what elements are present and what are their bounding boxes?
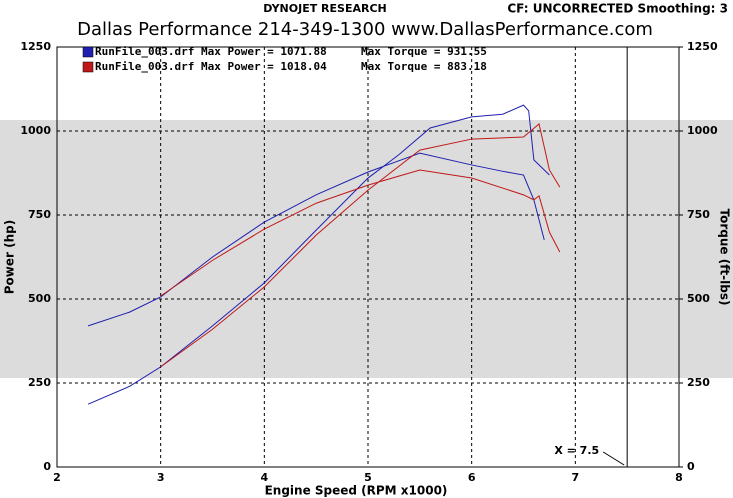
x-tick-label: 2 [53, 471, 61, 484]
y2-tick-label: 1250 [687, 40, 718, 53]
cursor-label: X = 7.5 [554, 444, 599, 457]
data-line [160, 123, 561, 368]
data-line [87, 152, 545, 327]
cursor-pointer [602, 451, 625, 466]
y2-tick-label: 1000 [687, 124, 718, 137]
x-tick-label: 4 [261, 471, 269, 484]
y2-tick-label: 750 [687, 208, 710, 221]
y-tick-label: 1000 [20, 124, 51, 137]
settings-label: CF: UNCORRECTED Smoothing: 3 [507, 2, 728, 16]
y-axis-title: Power (hp) [3, 220, 17, 294]
y2-tick-label: 500 [687, 292, 710, 305]
header: DYNOJET RESEARCH [263, 2, 386, 15]
x-tick-label: 7 [572, 471, 580, 484]
legend-swatch [82, 46, 94, 58]
watermark-band [0, 120, 733, 378]
plot-frame [56, 46, 680, 468]
y-tick-label: 500 [28, 292, 51, 305]
y-tick-label: 750 [28, 208, 51, 221]
y2-axis-title: Torque (ft-lbs) [718, 209, 732, 306]
chart-title: Dallas Performance 214-349-1300 www.Dall… [77, 19, 653, 40]
data-line [160, 169, 561, 297]
x-axis-title: Engine Speed (RPM x1000) [265, 484, 448, 498]
legend-label: RunFile_003.drf Max Power = 1018.04 [95, 60, 327, 73]
legend-label: RunFile_003.drf Max Power = 1071.88 [95, 45, 327, 58]
y-tick-label: 1250 [20, 40, 51, 53]
y-tick-label: 0 [43, 460, 51, 473]
x-tick-label: 8 [675, 471, 683, 484]
x-tick-label: 6 [468, 471, 476, 484]
y-tick-label: 250 [28, 376, 51, 389]
legend-torque: Max Torque = 883.18 [361, 60, 487, 73]
x-tick-label: 3 [157, 471, 165, 484]
y2-tick-label: 0 [687, 460, 695, 473]
y2-tick-label: 250 [687, 376, 710, 389]
data-line [87, 104, 550, 405]
x-tick-label: 5 [364, 471, 372, 484]
legend-torque: Max Torque = 931.55 [361, 45, 487, 58]
legend-swatch [82, 61, 94, 73]
